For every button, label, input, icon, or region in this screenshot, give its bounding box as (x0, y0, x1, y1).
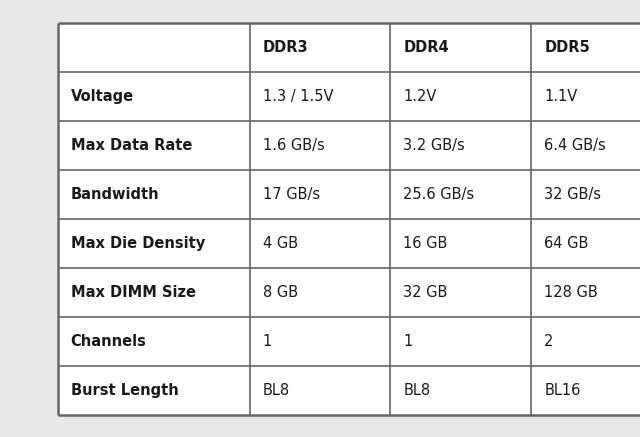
Text: BL16: BL16 (544, 383, 580, 398)
Text: Max DIMM Size: Max DIMM Size (70, 284, 196, 300)
Text: 32 GB/s: 32 GB/s (544, 187, 601, 201)
Text: 16 GB: 16 GB (403, 236, 448, 251)
Text: 32 GB: 32 GB (403, 284, 448, 300)
Text: BL8: BL8 (403, 383, 431, 398)
Text: 1.1V: 1.1V (544, 89, 577, 104)
Text: Bandwidth: Bandwidth (70, 187, 159, 201)
Text: 3.2 GB/s: 3.2 GB/s (403, 138, 465, 153)
Text: BL8: BL8 (262, 383, 290, 398)
Text: 2: 2 (544, 333, 554, 349)
Text: 64 GB: 64 GB (544, 236, 589, 251)
Text: 4 GB: 4 GB (262, 236, 298, 251)
Text: DDR5: DDR5 (544, 40, 590, 55)
Text: 25.6 GB/s: 25.6 GB/s (403, 187, 474, 201)
Bar (58, 23, 640, 415)
Text: 1: 1 (262, 333, 272, 349)
Text: Channels: Channels (70, 333, 147, 349)
Text: Burst Length: Burst Length (70, 383, 179, 398)
Text: 6.4 GB/s: 6.4 GB/s (544, 138, 606, 153)
Text: 8 GB: 8 GB (262, 284, 298, 300)
Text: 1.3 / 1.5V: 1.3 / 1.5V (262, 89, 333, 104)
Text: Voltage: Voltage (70, 89, 134, 104)
Text: 1.2V: 1.2V (403, 89, 436, 104)
Text: 1.6 GB/s: 1.6 GB/s (262, 138, 324, 153)
Text: DDR3: DDR3 (262, 40, 308, 55)
Text: Max Data Rate: Max Data Rate (70, 138, 192, 153)
Text: Max Die Density: Max Die Density (70, 236, 205, 251)
Text: DDR4: DDR4 (403, 40, 449, 55)
Text: 128 GB: 128 GB (544, 284, 598, 300)
Text: 1: 1 (403, 333, 413, 349)
Text: 17 GB/s: 17 GB/s (262, 187, 320, 201)
